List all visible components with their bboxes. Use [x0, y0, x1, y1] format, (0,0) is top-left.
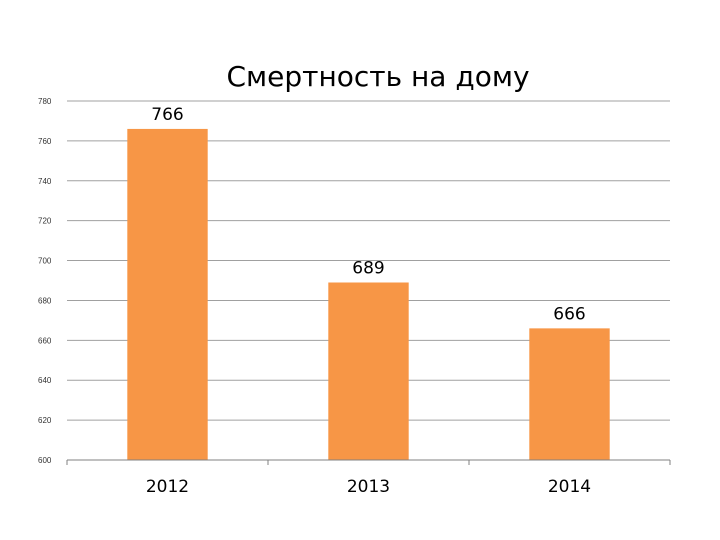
x-axis: 2012 2013 2014 — [66, 459, 671, 497]
y-tick-label: 700 — [38, 257, 52, 266]
x-tick-label: 2012 — [146, 477, 189, 497]
data-label: 689 — [352, 258, 384, 278]
chart-title: Смертность на дому — [226, 60, 529, 93]
bars — [127, 128, 610, 460]
x-tick-label: 2014 — [548, 477, 591, 497]
bar-2013 — [328, 282, 409, 460]
y-tick-label: 740 — [38, 177, 52, 186]
y-axis: 600 620 640 660 680 700 720 740 760 780 — [38, 97, 52, 465]
data-label: 666 — [553, 304, 585, 324]
data-label: 766 — [151, 105, 183, 125]
y-tick-label: 660 — [38, 336, 52, 345]
y-tick-label: 760 — [38, 137, 52, 146]
bar-2014 — [529, 328, 610, 460]
y-tick-label: 720 — [38, 217, 52, 226]
y-tick-label: 600 — [38, 456, 52, 465]
y-tick-label: 680 — [38, 296, 52, 305]
x-tick-label: 2013 — [347, 477, 390, 497]
y-tick-label: 620 — [38, 416, 52, 425]
y-tick-label: 780 — [38, 97, 52, 106]
data-labels: 766 689 666 — [151, 105, 585, 324]
bar-2012 — [127, 128, 208, 460]
y-tick-label: 640 — [38, 376, 52, 385]
